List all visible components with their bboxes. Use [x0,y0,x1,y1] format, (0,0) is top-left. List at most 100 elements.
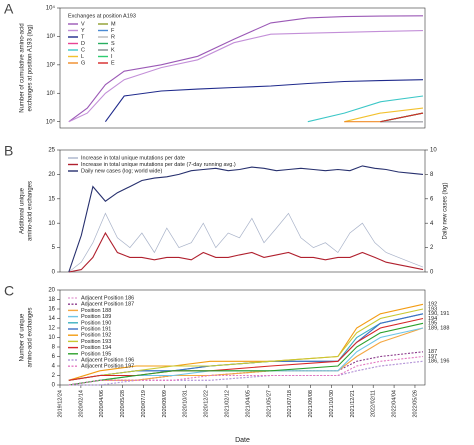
x-tick-label: 2020/09/09 [162,390,168,418]
y-tick-label: 20 [48,288,55,294]
y-tick-label: 15 [48,196,55,202]
x-tick-label: 2021/05/27 [266,390,272,418]
series-line [68,212,424,273]
end-label: 194 [428,316,437,322]
end-label: 186, 196 [428,359,449,365]
series-line [68,317,424,381]
legend-label: R [111,34,115,40]
y-tick-label: 10 [430,148,437,154]
y-tick-label: 8 [52,345,56,351]
x-tick-label: 2021/10/30 [329,390,335,418]
y-tick-label: 5 [52,245,56,251]
legend-label: Position 189 [81,314,111,320]
x-tick-label: 2020/12/22 [204,390,210,418]
plot-frame [59,149,426,273]
y-tick-label: 10 [48,335,55,341]
series-line [68,165,424,273]
legend-label: I [111,54,113,60]
legend-label: E [111,60,115,66]
legend-label: M [111,21,116,27]
end-label: 187 [428,349,437,355]
y-tick-label: 10 [48,221,55,227]
series-line [68,30,424,123]
y-tick-label: 0 [52,270,56,276]
series-line [68,231,424,273]
x-axis-label: Date [235,437,250,444]
legend-label: Adjacent Position 196 [81,357,134,363]
x-tick-label: 2020/05/28 [120,390,126,418]
x-tick-label: 2020/07/19 [141,390,147,418]
series-line [68,308,424,381]
legend-label: Adjacent Position 187 [81,302,134,308]
y-tick-label: 4 [430,221,434,227]
y-tick-label: 14 [48,316,55,322]
x-tick-label: 2021/07/18 [287,390,293,418]
legend-label: Adjacent Position 197 [81,364,134,370]
panel-label: A [4,1,14,17]
legend-label: Position 190 [81,320,111,326]
legend-label: Position 191 [81,326,111,332]
x-tick-label: 2021/02/12 [224,390,230,418]
y-tick-label: 0 [430,270,434,276]
end-label: 193 [428,306,437,312]
legend-label: V [81,21,85,27]
y-tick-label: 20 [48,172,55,178]
y-axis-label: Additional unique [20,187,26,234]
legend-label: F [111,28,115,34]
y-tick-label: 0 [52,383,56,389]
x-tick-label: 2021/09/08 [308,390,314,418]
legend-label: Increase in total unique mutations per d… [81,155,185,161]
x-tick-label: 2020/02/14 [78,390,84,418]
legend-label: S [111,41,115,47]
legend-label: Increase in total unique mutations per d… [81,162,236,168]
series-line [68,303,424,381]
legend-label: Daily new cases (log; world wide) [81,168,162,174]
legend-label: T [81,34,85,40]
y-axis-label: Number of cumulative amino-acid [20,23,26,112]
legend-label: Y [81,28,85,34]
y-tick-label: 10⁴ [46,5,56,12]
legend-label: Position 195 [81,351,111,357]
series-line [380,112,424,123]
legend-label: Position 194 [81,345,111,351]
panel-label: C [4,283,14,299]
legend-title: Exchanges at position A193 [68,13,136,19]
y-tick-label: 4 [52,364,56,370]
x-tick-label: 2022/04/04 [392,390,398,418]
y-tick-label: 2 [52,373,56,379]
series-line [68,15,424,123]
legend-label: Position 188 [81,308,111,314]
y2-axis-label: Daily new cases (log) [443,182,449,239]
legend-label: D [81,41,85,47]
y-tick-label: 10⁰ [46,118,56,125]
y-tick-label: 16 [48,307,55,313]
legend-label: L [81,54,84,60]
legend-label: K [111,47,115,53]
y-axis-label: Number of unique [20,313,26,361]
y-axis-label: exchanges at position A193 (log) [28,24,34,111]
plot-frame [59,7,426,129]
y-tick-label: 6 [430,196,434,202]
x-tick-label: 2020/10/31 [183,390,189,418]
legend-label: Position 192 [81,333,111,339]
end-label: 190, 191 [428,311,449,317]
y-axis-label: amino-acid exchanges [28,181,34,241]
y-tick-label: 8 [430,172,434,178]
y-tick-label: 12 [48,326,55,332]
y-tick-label: 10² [46,62,55,68]
legend-label: Adjacent Position 186 [81,295,134,301]
x-tick-label: 2022/02/11 [371,390,377,417]
series-line [344,107,424,123]
x-tick-label: 2021/04/05 [245,390,251,418]
end-label: 195 [428,321,437,327]
end-label: 192 [428,302,437,308]
legend-label: C [81,47,85,53]
x-tick-label: 2022/05/26 [412,390,418,418]
y-tick-label: 10¹ [46,91,55,97]
series-line [68,322,424,386]
series-line [104,79,424,123]
x-tick-label: 2020/04/06 [99,390,105,418]
y-tick-label: 10³ [46,34,55,40]
legend-label: G [81,60,85,66]
